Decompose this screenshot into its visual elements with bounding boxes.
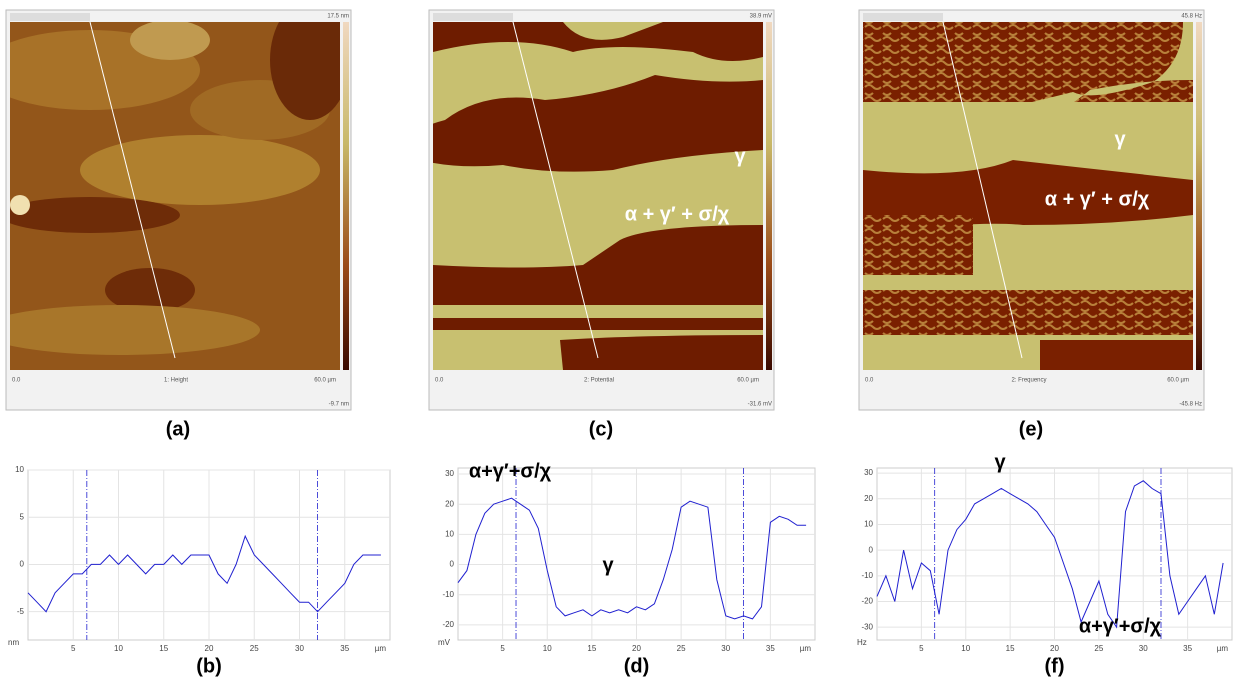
caption: (d) bbox=[624, 655, 650, 677]
x-start: 0.0 bbox=[865, 378, 874, 384]
y-tick-label: 0 bbox=[20, 560, 25, 569]
y-tick-label: 10 bbox=[864, 520, 873, 529]
scale-max: 45.8 Hz bbox=[1181, 14, 1202, 20]
y-tick-label: 0 bbox=[869, 545, 874, 554]
x-tick-label: 25 bbox=[250, 644, 259, 653]
y-tick-label: 30 bbox=[445, 469, 454, 478]
x-tick-label: 15 bbox=[1006, 644, 1015, 653]
x-tick-label: 30 bbox=[1139, 644, 1148, 653]
x-unit: µm bbox=[375, 644, 387, 653]
x-tick-label: 5 bbox=[919, 644, 924, 653]
phase-label: γ bbox=[1114, 128, 1126, 150]
y-tick-label: 20 bbox=[445, 499, 454, 508]
x-start: 0.0 bbox=[435, 378, 444, 384]
x-tick-label: 30 bbox=[721, 644, 730, 653]
profile-line bbox=[27, 534, 381, 613]
phase-label: α+γ′+σ/χ bbox=[1079, 615, 1162, 637]
y-tick-label: 10 bbox=[445, 529, 454, 538]
x-tick-label: 30 bbox=[295, 644, 304, 653]
x-tick-label: 10 bbox=[114, 644, 123, 653]
x-start: 0.0 bbox=[12, 378, 21, 384]
y-tick-label: -10 bbox=[861, 571, 873, 580]
profile-line bbox=[457, 497, 807, 620]
y-unit: nm bbox=[8, 638, 19, 647]
y-tick-label: 20 bbox=[864, 494, 873, 503]
x-tick-label: 25 bbox=[677, 644, 686, 653]
caption: (f) bbox=[1045, 655, 1065, 677]
x-tick-label: 5 bbox=[71, 644, 76, 653]
x-unit: µm bbox=[800, 644, 812, 653]
x-tick-label: 10 bbox=[543, 644, 552, 653]
x-tick-label: 20 bbox=[1050, 644, 1059, 653]
phase-label: α + γ′ + σ/χ bbox=[1045, 188, 1150, 210]
channel: 1: Height bbox=[164, 378, 188, 384]
x-end: 60.0 µm bbox=[314, 378, 336, 384]
profile-line bbox=[876, 480, 1224, 629]
caption: (b) bbox=[196, 655, 222, 677]
phase-label: γ bbox=[734, 145, 746, 167]
y-tick-label: 30 bbox=[864, 468, 873, 477]
phase-label: γ bbox=[994, 451, 1006, 473]
y-tick-label: 0 bbox=[450, 560, 455, 569]
x-tick-label: 5 bbox=[500, 644, 505, 653]
caption: (a) bbox=[166, 418, 190, 440]
channel: 2: Frequency bbox=[1011, 378, 1046, 384]
y-tick-label: -30 bbox=[861, 622, 873, 631]
y-unit: Hz bbox=[857, 638, 867, 647]
y-tick-label: 10 bbox=[15, 465, 24, 474]
x-unit: µm bbox=[1217, 644, 1229, 653]
y-tick-label: -20 bbox=[442, 620, 454, 629]
scale-max: 17.5 nm bbox=[327, 14, 349, 20]
scale-min: -45.8 Hz bbox=[1179, 402, 1202, 408]
y-tick-label: -10 bbox=[442, 590, 454, 599]
x-tick-label: 15 bbox=[159, 644, 168, 653]
x-tick-label: 35 bbox=[340, 644, 349, 653]
afm-image-a bbox=[5, 9, 352, 411]
x-tick-label: 20 bbox=[632, 644, 641, 653]
phase-label: α+γ′+σ/χ bbox=[469, 460, 552, 482]
caption: (e) bbox=[1019, 418, 1043, 440]
x-tick-label: 25 bbox=[1094, 644, 1103, 653]
phase-label: γ bbox=[602, 554, 614, 576]
y-tick-label: -20 bbox=[861, 597, 873, 606]
caption: (c) bbox=[589, 418, 613, 440]
scale-min: -9.7 nm bbox=[329, 402, 349, 408]
afm-image-c bbox=[428, 9, 775, 411]
x-end: 60.0 µm bbox=[1167, 378, 1189, 384]
x-tick-label: 35 bbox=[766, 644, 775, 653]
y-tick-label: -5 bbox=[17, 607, 25, 616]
phase-label: α + γ′ + σ/χ bbox=[625, 203, 730, 225]
channel: 2: Potential bbox=[584, 378, 614, 384]
scale-max: 38.9 mV bbox=[750, 14, 772, 20]
y-unit: mV bbox=[438, 638, 451, 647]
y-tick-label: 5 bbox=[20, 512, 25, 521]
x-end: 60.0 µm bbox=[737, 378, 759, 384]
x-tick-label: 20 bbox=[205, 644, 214, 653]
x-tick-label: 10 bbox=[961, 644, 970, 653]
scale-min: -31.6 mV bbox=[748, 402, 772, 408]
x-tick-label: 15 bbox=[587, 644, 596, 653]
x-tick-label: 35 bbox=[1183, 644, 1192, 653]
afm-image-e bbox=[858, 9, 1205, 411]
